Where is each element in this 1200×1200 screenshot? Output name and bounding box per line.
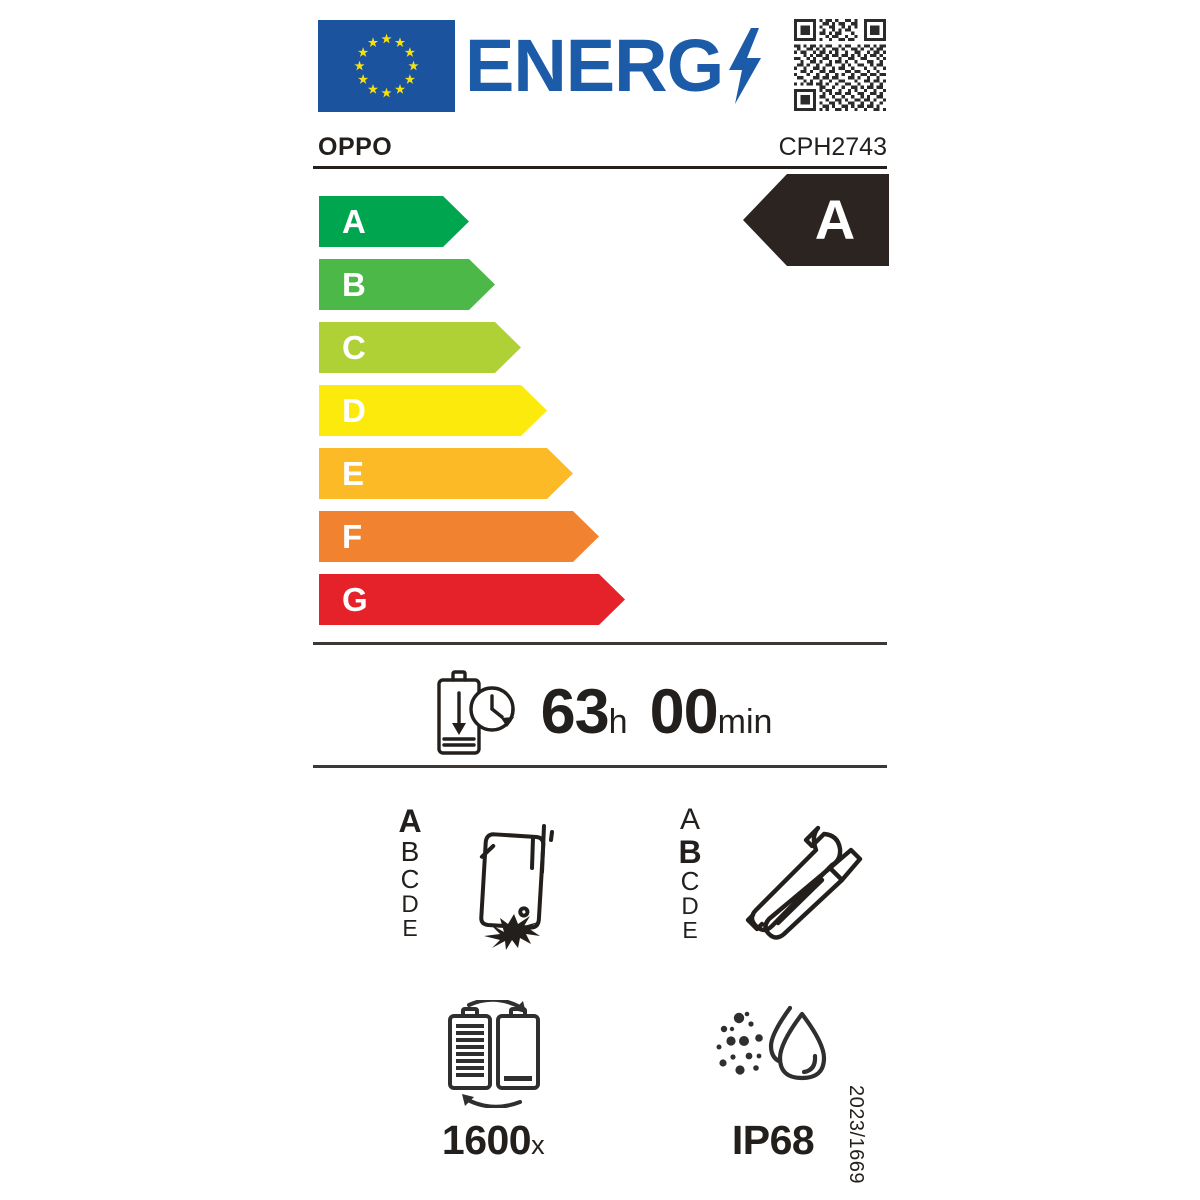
- scale-bar-g: G: [319, 574, 625, 625]
- battery-life-row: 63 h 00 min: [313, 665, 887, 760]
- scale-bar-shape-a: [319, 196, 469, 247]
- ingress-protection-section: IP68: [658, 1000, 888, 1180]
- phone-drop-icon: [442, 810, 592, 952]
- label-header: ENERG: [313, 16, 887, 114]
- repair-class-d: D: [681, 892, 699, 920]
- battery-cycles-suffix: x: [531, 1130, 545, 1160]
- brand-name: OPPO: [318, 133, 393, 161]
- battery-clock-icon: [428, 669, 525, 757]
- scale-bar-letter-g: G: [342, 581, 368, 618]
- regulation-text: 2023/1669: [845, 1085, 867, 1185]
- battery-minutes-unit: min: [717, 703, 773, 741]
- section-divider-2: [313, 765, 887, 768]
- scale-bar-shape-b: [319, 259, 495, 310]
- section-divider-1: [313, 642, 887, 645]
- scale-bar-a: A: [319, 196, 469, 247]
- battery-hours-unit: h: [608, 703, 628, 741]
- battery-cycles-value: 1600: [441, 1117, 532, 1163]
- drop-class-a: A: [398, 803, 422, 839]
- scale-bar-letter-e: E: [342, 455, 365, 492]
- repair-class-a: A: [679, 803, 700, 836]
- scale-bar-letter-c: C: [342, 329, 366, 366]
- repair-class-e: E: [682, 917, 698, 944]
- ingress-protection-value: IP68: [731, 1117, 815, 1163]
- scale-bar-f: F: [319, 511, 599, 562]
- scale-bar-shape-g: [319, 574, 625, 625]
- battery-hours-value: 63: [540, 677, 610, 747]
- battery-life-readout: 63 h 00 min: [541, 681, 773, 744]
- battery-minutes-value: 00: [649, 677, 719, 747]
- model-name: CPH2743: [778, 133, 887, 161]
- energy-wordmark-text: ENERG: [465, 24, 724, 107]
- lightning-bolt-icon: [725, 28, 765, 104]
- battery-cycles-section: 1600x: [378, 1000, 608, 1180]
- drop-class-b: B: [400, 835, 420, 867]
- scale-bar-shape-d: [319, 385, 547, 436]
- scale-bar-d: D: [319, 385, 547, 436]
- battery-cycles-readout: 1600x: [378, 1120, 608, 1161]
- scale-bar-shape-c: [319, 322, 521, 373]
- repair-class-b: B: [678, 833, 702, 870]
- scale-bar-shape-f: [319, 511, 599, 562]
- qr-code-icon: [794, 19, 886, 111]
- scale-bar-c: C: [319, 322, 521, 373]
- drop-class-c: C: [400, 864, 420, 895]
- drop-class-e: E: [402, 915, 418, 942]
- repair-class-c: C: [680, 866, 700, 897]
- regulation-reference: 2023/1669: [845, 1085, 869, 1195]
- scale-bar-letter-d: D: [342, 392, 366, 429]
- brand-divider: [313, 166, 887, 169]
- eu-flag: [318, 20, 455, 112]
- scale-bar-e: E: [319, 448, 573, 499]
- scale-bar-letter-f: F: [342, 518, 363, 555]
- scale-bar-letter-a: A: [342, 203, 366, 240]
- brand-model-row: OPPO CPH2743: [313, 133, 887, 165]
- scale-bar-b: B: [319, 259, 495, 310]
- energy-class-badge-letter: A: [814, 188, 856, 251]
- dust-water-icon: [708, 1000, 838, 1108]
- energy-class-badge: A: [743, 174, 889, 266]
- wrench-screwdriver-icon: [722, 810, 872, 952]
- scale-bar-letter-b: B: [342, 266, 366, 303]
- drop-class-d: D: [401, 890, 419, 918]
- energy-wordmark: ENERG: [465, 18, 765, 114]
- scale-bar-shape-e: [319, 448, 573, 499]
- battery-cycle-icon: [428, 1000, 558, 1108]
